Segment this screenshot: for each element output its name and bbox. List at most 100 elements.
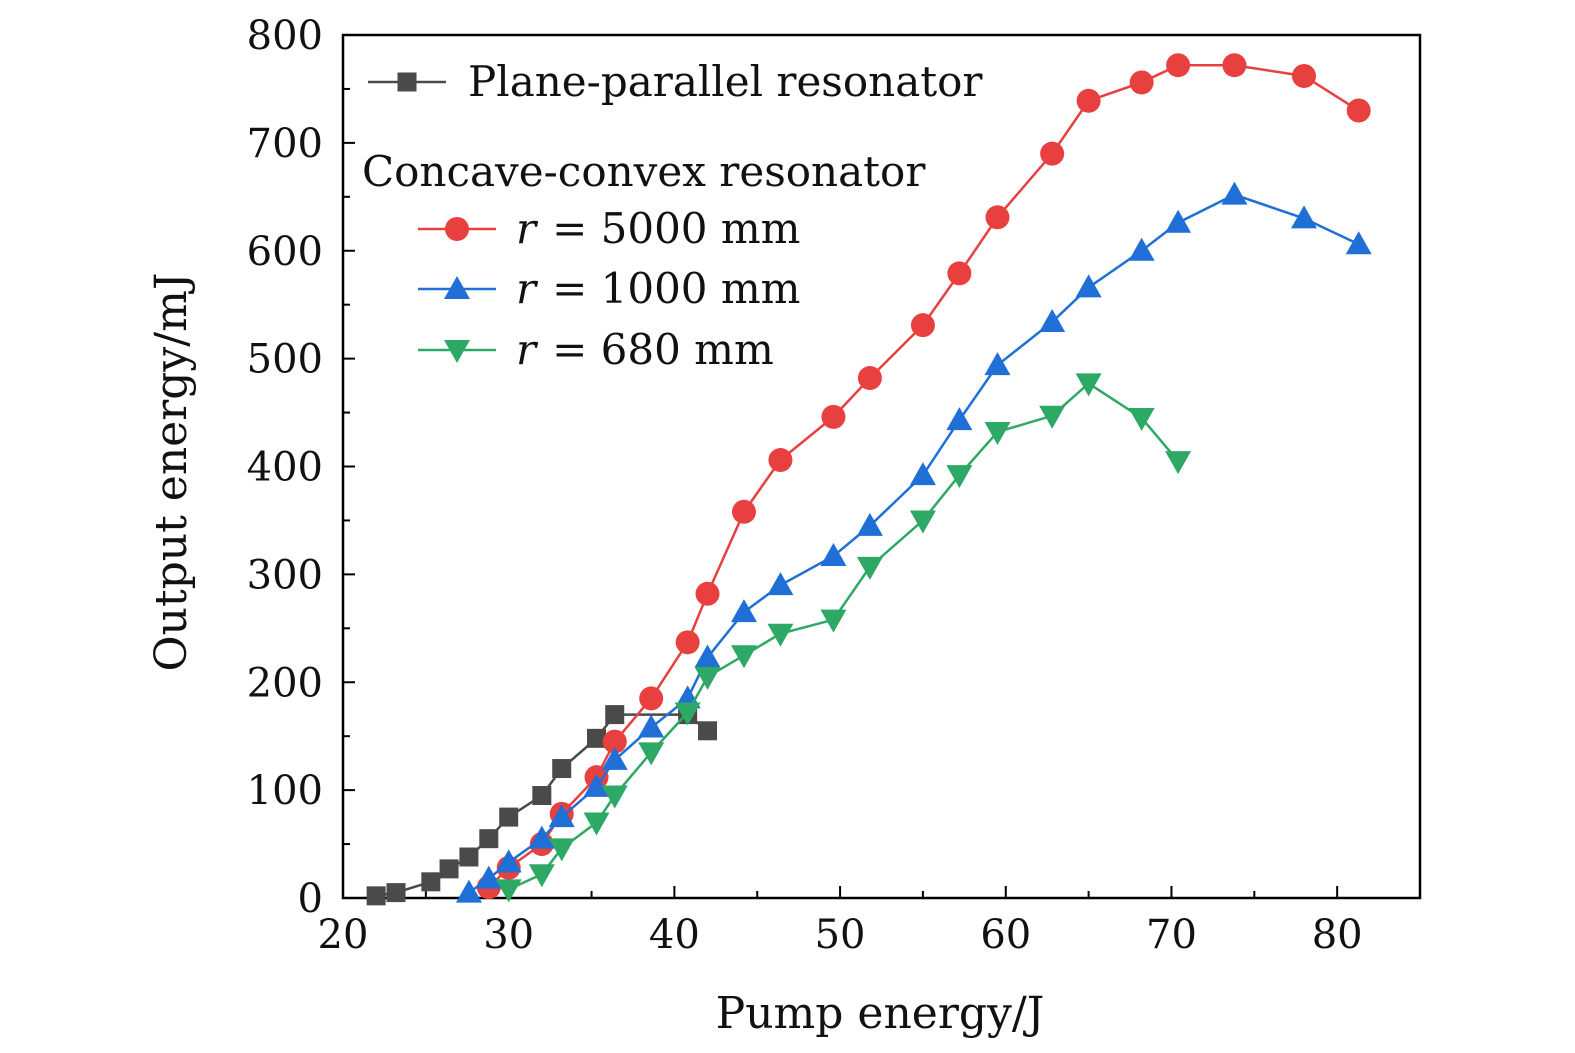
data-point <box>1129 70 1154 95</box>
y-tick-label: 200 <box>247 660 323 706</box>
data-point <box>639 686 664 711</box>
y-tick-label: 300 <box>247 552 323 598</box>
data-point <box>475 865 502 889</box>
data-point <box>1222 53 1247 78</box>
legend-group-heading: Concave-convex resonator <box>362 147 926 196</box>
data-point <box>694 666 721 690</box>
data-point <box>909 510 936 534</box>
data-point <box>1076 88 1101 113</box>
data-point <box>767 623 794 647</box>
x-axis-title: Pump energy/J <box>716 988 1045 1039</box>
legend-value: = 5000 mm <box>552 204 800 253</box>
data-point <box>1165 451 1192 475</box>
data-point <box>528 825 555 849</box>
data-point <box>909 462 936 486</box>
x-tick-label: 30 <box>483 912 534 958</box>
data-point <box>730 599 757 623</box>
legend-label: Plane-parallel resonator <box>468 57 983 106</box>
data-point <box>552 759 572 779</box>
y-tick-label: 600 <box>247 229 323 275</box>
data-point <box>479 829 499 849</box>
legend-variable: r <box>516 325 539 374</box>
data-point <box>821 404 846 429</box>
data-point <box>602 729 627 754</box>
data-point <box>856 512 883 536</box>
legend: Plane-parallel resonator Concave-convex r… <box>362 57 983 374</box>
data-point <box>499 807 519 827</box>
data-point <box>1166 53 1191 78</box>
data-point <box>947 261 972 286</box>
data-point <box>857 366 882 391</box>
legend-variable: r <box>516 264 539 313</box>
legend-value: = 680 mm <box>552 325 774 374</box>
x-tick-label: 40 <box>649 912 700 958</box>
x-tick-label: 20 <box>318 912 369 958</box>
data-point <box>675 630 700 655</box>
legend-marker <box>444 276 470 299</box>
data-point <box>459 847 479 867</box>
legend-marker <box>444 340 470 363</box>
data-point <box>439 859 459 879</box>
data-point <box>605 705 625 725</box>
legend-label: r = 1000 mm <box>516 264 801 313</box>
series-line <box>508 381 1180 891</box>
data-point <box>1128 407 1155 431</box>
series-2 <box>455 181 1372 903</box>
data-point <box>587 728 607 748</box>
y-tick-label: 500 <box>247 337 323 383</box>
data-point <box>820 609 847 633</box>
data-point <box>638 714 665 738</box>
data-point <box>495 879 522 903</box>
data-point <box>731 499 756 524</box>
data-point <box>767 572 794 596</box>
data-point <box>694 644 721 668</box>
legend-variable: r <box>516 204 539 253</box>
data-point <box>984 421 1011 445</box>
legend-marker <box>445 217 469 241</box>
data-point <box>698 721 718 741</box>
data-point <box>386 883 406 903</box>
y-tick-label: 800 <box>247 13 323 59</box>
y-tick-label: 100 <box>247 768 323 814</box>
data-point <box>548 838 575 862</box>
legend-marker <box>397 72 417 92</box>
series-layer <box>366 53 1372 906</box>
y-tick-label: 700 <box>247 121 323 167</box>
series-3 <box>495 373 1192 903</box>
data-point <box>601 785 628 809</box>
series-0 <box>366 705 718 906</box>
x-tick-label: 50 <box>815 912 866 958</box>
data-point <box>455 879 482 903</box>
data-point <box>1221 181 1248 205</box>
data-point <box>548 804 575 828</box>
data-point <box>1039 308 1066 332</box>
data-point <box>674 702 701 726</box>
data-point <box>1346 98 1371 123</box>
legend-value: = 1000 mm <box>552 264 800 313</box>
data-point <box>820 543 847 567</box>
data-point <box>695 581 720 606</box>
data-point <box>768 448 793 473</box>
y-axis-title: Output energy/mJ <box>146 273 197 672</box>
data-point <box>1040 141 1065 166</box>
data-point <box>1128 237 1155 261</box>
data-point <box>528 864 555 888</box>
data-point <box>946 465 973 489</box>
data-point <box>856 556 883 580</box>
data-point <box>1075 274 1102 298</box>
legend-label: r = 680 mm <box>516 325 774 374</box>
data-point <box>946 407 973 431</box>
data-point <box>1291 205 1318 229</box>
data-point <box>985 205 1010 230</box>
y-tick-label: 400 <box>247 445 323 491</box>
data-point <box>495 849 522 873</box>
data-point <box>1292 63 1317 88</box>
data-point <box>421 872 441 892</box>
data-point <box>1039 405 1066 429</box>
data-point <box>1165 209 1192 233</box>
legend-label: r = 5000 mm <box>516 204 801 253</box>
data-point <box>1345 231 1372 255</box>
data-point <box>984 352 1011 376</box>
